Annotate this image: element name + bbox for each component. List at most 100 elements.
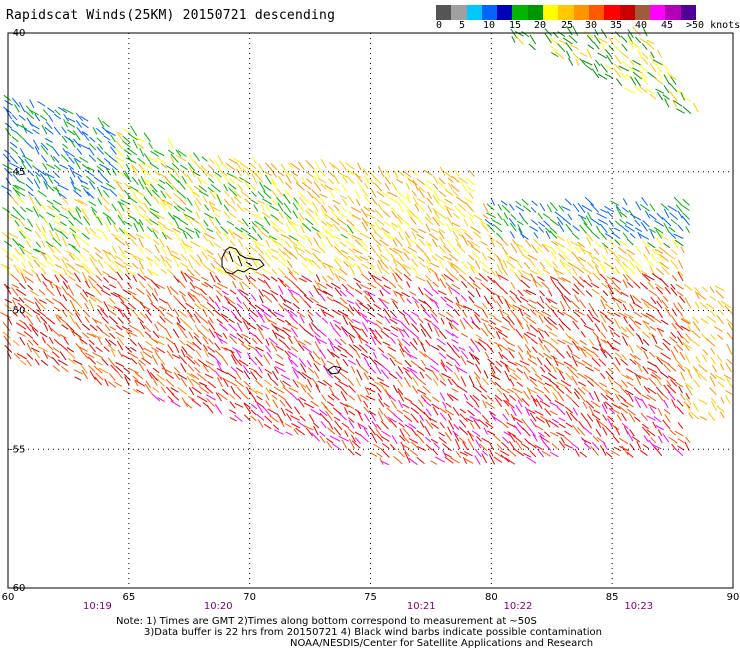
wind-barb — [100, 330, 111, 338]
wind-barb — [495, 270, 501, 281]
wind-barb — [606, 275, 615, 282]
wind-barb — [76, 126, 84, 136]
wind-barb — [442, 443, 452, 452]
wind-barb — [598, 344, 606, 354]
wind-barb — [458, 233, 467, 240]
wind-barb — [202, 344, 208, 352]
wind-barb — [193, 152, 200, 162]
wind-barb — [166, 350, 174, 360]
wind-barb — [216, 282, 228, 289]
wind-barb — [92, 127, 98, 135]
wind-barb — [302, 222, 312, 232]
wind-barb — [613, 318, 621, 330]
wind-barb — [340, 234, 348, 239]
wind-barb — [362, 322, 369, 332]
wind-barb — [73, 272, 81, 283]
wind-barb — [149, 211, 160, 220]
wind-barb — [207, 186, 215, 193]
wind-barb — [418, 204, 425, 212]
wind-barb — [339, 194, 347, 200]
wind-barb — [378, 407, 384, 415]
wind-barb — [329, 161, 336, 169]
wind-barb — [279, 279, 287, 288]
wind-barb — [580, 216, 588, 226]
wind-barb — [306, 178, 313, 184]
wind-barb — [482, 268, 490, 274]
wind-barb — [412, 337, 418, 345]
wind-barb — [149, 372, 159, 382]
wind-barb — [120, 295, 130, 302]
wind-barb — [513, 372, 522, 381]
wind-barb — [641, 273, 651, 282]
wind-barb — [390, 298, 399, 304]
wind-barb — [332, 223, 340, 232]
wind-barb — [150, 302, 158, 310]
wind-barb — [155, 283, 165, 290]
wind-barb — [414, 300, 420, 309]
wind-barb — [196, 254, 203, 262]
wind-barb — [228, 323, 238, 332]
wind-barb — [370, 334, 377, 346]
latitude-labels: -40-45-50-55-60 — [9, 28, 25, 594]
wind-barb — [656, 308, 664, 319]
wind-barb — [424, 253, 431, 262]
wind-barb — [537, 327, 544, 333]
wind-barb — [543, 352, 552, 360]
wind-barb — [574, 448, 580, 457]
wind-barb — [265, 400, 271, 408]
wind-barb — [89, 253, 98, 263]
wind-barb — [601, 282, 608, 289]
wind-barb — [134, 372, 144, 380]
wind-barb — [193, 335, 202, 345]
wind-barb — [186, 343, 195, 352]
wind-map[interactable]: -40-45-50-55-60 60 65 70 75 80 85 90 10:19 10:2… — [0, 0, 740, 616]
wind-barb — [85, 175, 96, 185]
wind-barb — [377, 203, 383, 211]
wind-barb — [267, 372, 273, 381]
wind-barb — [13, 353, 21, 360]
wind-barb — [647, 361, 657, 367]
wind-barb — [709, 286, 715, 294]
wind-barb — [324, 406, 334, 416]
wind-barb — [54, 109, 61, 116]
wind-barb — [525, 289, 537, 296]
wind-barb — [520, 233, 529, 240]
wind-barb — [147, 283, 154, 291]
wind-barb — [192, 341, 202, 351]
wind-barb — [66, 121, 76, 128]
wind-barb — [393, 169, 399, 179]
wind-barb — [723, 374, 732, 380]
wind-barb — [658, 435, 663, 444]
wind-barb — [52, 237, 62, 247]
wind-barb — [138, 212, 145, 220]
wind-barb — [158, 298, 167, 304]
wind-barb — [53, 156, 60, 164]
wind-barb — [434, 327, 440, 338]
wind-barb — [167, 137, 174, 149]
wind-barb — [494, 451, 504, 459]
wind-barb — [9, 141, 18, 149]
wind-barb — [301, 182, 312, 190]
wind-barb — [276, 353, 284, 360]
wind-barb — [243, 403, 252, 414]
wind-barb — [167, 149, 175, 155]
wind-barb — [726, 343, 733, 355]
wind-barb — [348, 420, 355, 429]
wind-barb — [550, 251, 557, 261]
wind-barb — [326, 440, 333, 449]
wind-barb — [333, 426, 342, 436]
wind-barb — [224, 198, 231, 206]
wind-barb — [472, 394, 480, 402]
wind-barb — [516, 422, 525, 431]
wind-barb — [376, 423, 382, 431]
wind-barb — [21, 248, 33, 255]
wind-barb — [113, 223, 118, 233]
wind-barb — [391, 224, 397, 232]
wind-barb — [79, 156, 89, 164]
wind-barb — [716, 314, 724, 325]
wind-barb — [663, 363, 671, 373]
wind-barb — [32, 139, 40, 150]
wind-barb — [272, 225, 279, 233]
wind-barb — [596, 419, 607, 428]
wind-barb — [365, 343, 376, 352]
